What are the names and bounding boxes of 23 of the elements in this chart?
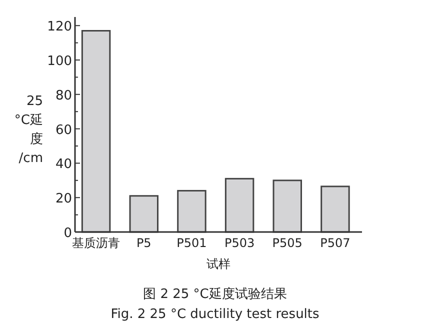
y-tick-label: 0 [64,226,72,241]
x-tick-label: P507 [320,236,350,250]
bar [81,30,111,233]
x-axis-title: 试样 [206,257,230,271]
bar [129,195,158,233]
bar [224,178,254,233]
x-tick-label: P5 [136,236,152,250]
y-axis-title: 25 °C延度 /cm [14,94,43,166]
x-tick-label: P505 [272,236,302,250]
y-tick-label: 80 [55,88,72,104]
x-tick-label: P503 [224,236,255,250]
y-tick-label: 60 [55,122,72,138]
bar [272,180,302,233]
bar [320,186,350,233]
y-tick-label: 120 [47,20,72,35]
y-tick-label: 40 [55,157,72,172]
x-tick-label: P501 [176,236,207,250]
y-tick-label: 20 [55,192,72,207]
bar [177,190,206,233]
x-tick-label: 基质沥青 [72,236,120,250]
y-tick-label: 100 [47,54,72,69]
text: Fig. 2 25 °C ductility test results [110,307,320,322]
text: 图 2 25 °C延度试验结果 [143,286,287,302]
